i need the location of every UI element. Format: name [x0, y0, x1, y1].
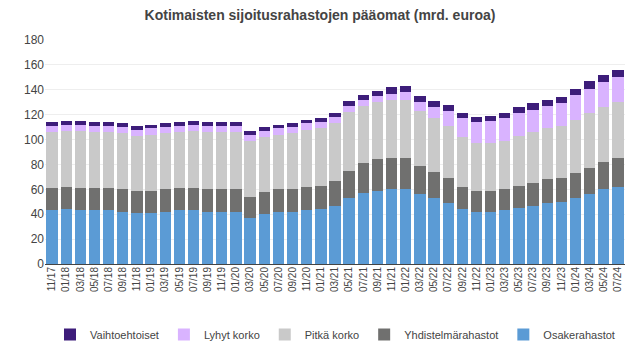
svg-text:Kotimaisten sijoitusrahastojen: Kotimaisten sijoitusrahastojen pääomat (…	[145, 7, 496, 23]
svg-text:05/24: 05/24	[598, 267, 609, 292]
svg-text:11/19: 11/19	[216, 267, 227, 292]
svg-text:07/21: 07/21	[358, 267, 369, 292]
svg-text:0: 0	[37, 257, 44, 271]
svg-text:07/19: 07/19	[188, 267, 199, 292]
svg-text:07/18: 07/18	[103, 267, 114, 292]
svg-text:20: 20	[31, 232, 45, 246]
svg-text:01/23: 01/23	[485, 267, 496, 292]
svg-text:05/18: 05/18	[89, 267, 100, 292]
svg-text:11/21: 11/21	[386, 267, 397, 292]
svg-text:Pitkä korko: Pitkä korko	[305, 329, 359, 341]
svg-text:40: 40	[31, 207, 45, 221]
svg-text:Osakerahastot: Osakerahastot	[543, 329, 615, 341]
svg-text:180: 180	[24, 33, 44, 47]
svg-text:03/21: 03/21	[329, 267, 340, 292]
svg-text:09/20: 09/20	[287, 267, 298, 292]
svg-text:03/22: 03/22	[414, 267, 425, 292]
svg-text:01/22: 01/22	[400, 267, 411, 292]
svg-text:Vaihtoehtoiset: Vaihtoehtoiset	[90, 329, 159, 341]
svg-text:01/24: 01/24	[570, 267, 581, 292]
svg-text:09/18: 09/18	[117, 267, 128, 292]
svg-text:01/21: 01/21	[315, 267, 326, 292]
svg-text:01/20: 01/20	[230, 267, 241, 292]
svg-text:140: 140	[24, 83, 44, 97]
svg-text:Lyhyt korko: Lyhyt korko	[204, 329, 260, 341]
svg-text:07/23: 07/23	[527, 267, 538, 292]
svg-text:05/22: 05/22	[428, 267, 439, 292]
svg-text:11/22: 11/22	[471, 267, 482, 292]
svg-text:09/21: 09/21	[372, 267, 383, 292]
svg-text:07/24: 07/24	[612, 267, 623, 292]
svg-text:05/23: 05/23	[513, 267, 524, 292]
svg-text:01/18: 01/18	[60, 267, 71, 292]
svg-text:03/24: 03/24	[584, 267, 595, 292]
svg-text:03/20: 03/20	[244, 267, 255, 292]
svg-text:120: 120	[24, 108, 44, 122]
svg-text:05/21: 05/21	[343, 267, 354, 292]
svg-text:01/19: 01/19	[145, 267, 156, 292]
svg-text:11/17: 11/17	[46, 267, 57, 292]
svg-text:11/18: 11/18	[131, 267, 142, 292]
svg-text:Yhdistelmärahastot: Yhdistelmärahastot	[404, 329, 498, 341]
svg-text:11/20: 11/20	[301, 267, 312, 292]
svg-text:05/19: 05/19	[174, 267, 185, 292]
svg-text:05/20: 05/20	[259, 267, 270, 292]
svg-text:03/23: 03/23	[499, 267, 510, 292]
svg-text:03/19: 03/19	[159, 267, 170, 292]
svg-text:160: 160	[24, 58, 44, 72]
svg-text:07/20: 07/20	[273, 267, 284, 292]
svg-text:03/18: 03/18	[75, 267, 86, 292]
svg-text:07/22: 07/22	[442, 267, 453, 292]
svg-text:09/19: 09/19	[202, 267, 213, 292]
svg-text:09/23: 09/23	[541, 267, 552, 292]
svg-text:09/22: 09/22	[457, 267, 468, 292]
svg-text:80: 80	[31, 158, 45, 172]
svg-text:11/23: 11/23	[556, 267, 567, 292]
svg-text:100: 100	[24, 133, 44, 147]
svg-text:60: 60	[31, 183, 45, 197]
